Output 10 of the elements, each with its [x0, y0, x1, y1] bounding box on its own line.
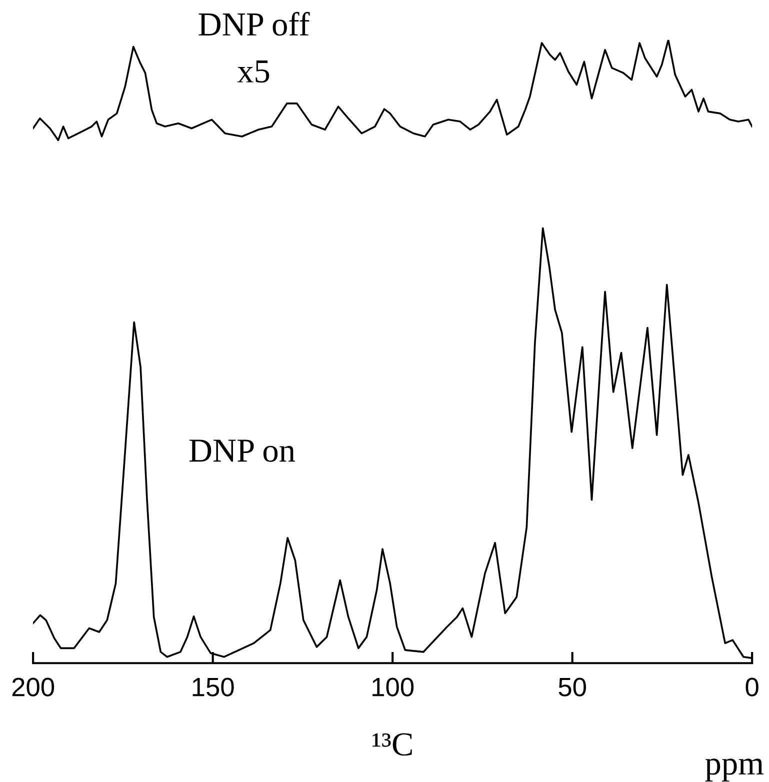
- x-tick-label: 100: [372, 678, 414, 696]
- x-tick-label: 0: [746, 678, 758, 696]
- x-tick-label: 200: [12, 678, 54, 696]
- annotation: DNP on: [189, 440, 295, 462]
- x-tick-label: 150: [192, 678, 234, 696]
- annotation: x5: [237, 60, 270, 83]
- text: ppm: [705, 758, 764, 782]
- text: DNP off: [198, 12, 310, 36]
- x-axis-title: ¹³C: [372, 733, 412, 756]
- x-tick-label: 50: [558, 678, 586, 696]
